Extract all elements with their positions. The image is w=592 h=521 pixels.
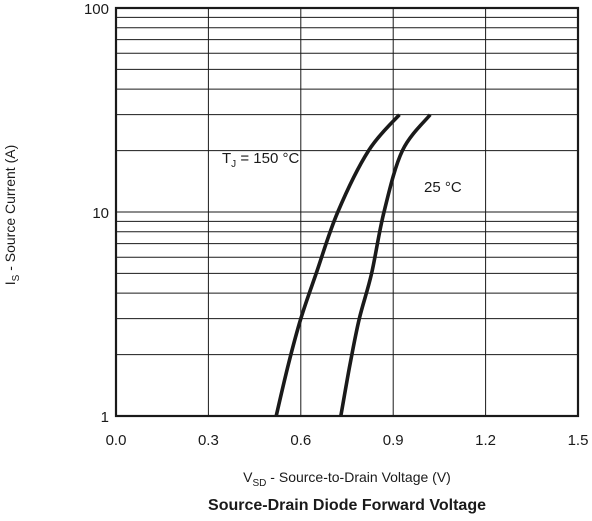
x-tick-label: 0.3 [198,432,219,449]
y-axis-label: IS - Source Current (A) [2,145,22,286]
x-tick-label: 1.2 [475,432,496,449]
grid [116,8,578,416]
x-tick-label: 0.0 [106,432,127,449]
x-tick-label: 1.5 [568,432,589,449]
chart-title: Source-Drain Diode Forward Voltage [208,497,486,514]
curves [274,113,432,417]
x-tick-label: 0.6 [290,432,311,449]
series-label-150c: TJ = 150 °C [222,150,299,170]
plot-frame [114,6,580,418]
x-tick-labels: 0.0 0.3 0.6 0.9 1.2 1.5 [106,432,589,449]
series-line-25c [339,113,432,417]
x-axis-label: VSD - Source-to-Drain Voltage (V) [243,469,451,489]
x-tick-label: 0.9 [383,432,404,449]
y-tick-label: 10 [92,205,109,222]
y-tick-label: 1 [101,409,109,426]
series-label-25c: 25 °C [424,179,462,196]
y-tick-label: 100 [84,1,109,18]
series-line-150c [274,113,401,417]
y-tick-labels: 1 10 100 [84,1,109,426]
